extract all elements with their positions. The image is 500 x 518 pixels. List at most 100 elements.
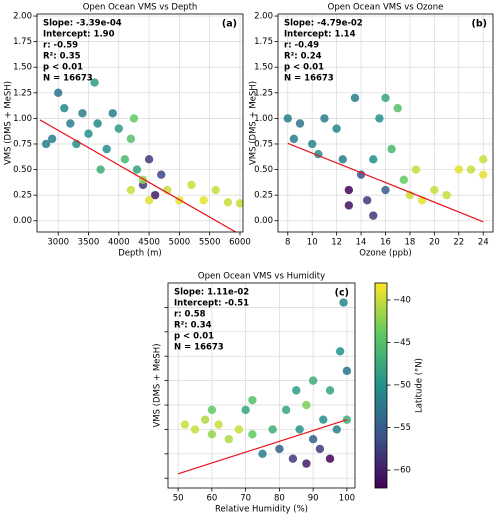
fit-line — [39, 119, 237, 232]
x-tick-label: 10 — [307, 238, 318, 248]
point — [292, 386, 301, 395]
point — [308, 434, 318, 444]
point — [281, 405, 291, 415]
stat-annotation: Slope: -3.39e-04 — [43, 19, 122, 29]
plot-frame — [167, 282, 356, 489]
point — [393, 103, 402, 113]
y-tick-label: 1.50 — [13, 63, 32, 73]
fit-line — [177, 419, 348, 475]
stat-annotation: N = 16673 — [43, 74, 93, 84]
x-tick-label: 90 — [308, 494, 319, 504]
point — [283, 114, 292, 123]
x-tick-label: 22 — [453, 238, 464, 248]
stat-annotation: r: -0.59 — [43, 41, 78, 51]
point — [248, 395, 257, 405]
panel-label: (a) — [222, 19, 237, 30]
point — [342, 366, 352, 376]
panel-label: (c) — [335, 288, 349, 299]
point — [144, 155, 154, 164]
point — [479, 170, 488, 179]
colorbar-tick-label: −60 — [393, 466, 411, 476]
point — [381, 93, 390, 103]
point — [187, 180, 196, 190]
point — [375, 114, 384, 123]
y-axis-label: VMS (DMS + MeSH) — [153, 343, 163, 427]
x-tick-label: 8 — [285, 238, 290, 248]
point — [295, 119, 305, 128]
point — [430, 185, 439, 195]
x-axis-label: Relative Humidity (%) — [215, 505, 308, 515]
point — [399, 175, 409, 185]
x-axis-label: Depth (m) — [118, 249, 162, 259]
point — [150, 190, 160, 200]
colorbar-tick-label: −40 — [393, 296, 411, 306]
point — [223, 198, 233, 207]
point — [369, 211, 378, 220]
point — [129, 114, 139, 123]
point — [332, 124, 341, 133]
point — [344, 201, 354, 210]
point — [442, 190, 451, 200]
y-tick-label: 0.00 — [254, 216, 273, 226]
x-tick-label: 70 — [240, 494, 251, 504]
point — [60, 103, 69, 113]
point — [207, 405, 217, 415]
x-tick-label: 6000 — [229, 238, 251, 248]
point — [66, 119, 75, 128]
y-tick-label: 0.75 — [254, 139, 273, 149]
x-tick-label: 80 — [274, 494, 285, 504]
stat-annotation: p < 0.01 — [284, 63, 324, 73]
point — [319, 415, 328, 424]
y-tick-label: 1.00 — [13, 114, 32, 124]
y-tick-label: 2.00 — [254, 12, 273, 22]
chart-title: Open Ocean VMS vs Depth — [83, 3, 198, 13]
stat-annotation: Slope: 1.11e-02 — [174, 288, 249, 298]
stat-annotation: Intercept: 1.90 — [43, 30, 115, 40]
point — [308, 376, 318, 385]
x-tick-label: 18 — [405, 238, 416, 248]
points — [39, 78, 243, 232]
point — [332, 425, 341, 434]
point — [338, 155, 347, 164]
stat-annotation: R²: 0.35 — [43, 52, 81, 62]
point — [41, 139, 51, 149]
x-tick-label: 50 — [173, 494, 184, 504]
fit-line — [287, 142, 484, 223]
stat-annotation: R²: 0.24 — [284, 52, 322, 62]
point — [350, 93, 360, 103]
point — [454, 165, 463, 174]
point — [344, 185, 354, 195]
colorbar-label: Latitude (°N) — [415, 358, 425, 413]
point — [47, 134, 57, 144]
y-tick-label: 1.00 — [254, 114, 273, 124]
point — [325, 454, 335, 463]
colorbar-tick-label: −45 — [393, 338, 411, 348]
point — [200, 415, 210, 424]
panel-label: (b) — [472, 19, 487, 30]
stat-annotation: Intercept: 1.14 — [284, 30, 356, 40]
y-tick-label: 1.25 — [254, 88, 273, 98]
x-tick-label: 5000 — [169, 238, 191, 248]
point — [411, 165, 421, 174]
y-tick-label: 0.75 — [13, 139, 32, 149]
plot-frame — [277, 13, 494, 233]
y-tick-label: 0.25 — [254, 191, 273, 201]
stat-annotation: p < 0.01 — [43, 63, 83, 73]
point — [114, 124, 123, 133]
point — [211, 185, 220, 195]
y-axis-label: VMS (DMS + MeSH) — [4, 81, 14, 165]
point — [144, 196, 154, 205]
points — [177, 298, 352, 475]
point — [96, 165, 105, 174]
point — [180, 420, 190, 429]
x-axis-label: Ozone (ppb) — [359, 249, 412, 259]
stat-annotation: p < 0.01 — [174, 332, 214, 342]
point — [54, 88, 63, 98]
point — [207, 430, 217, 439]
point — [268, 425, 277, 434]
chart-title: Open Ocean VMS vs Humidity — [198, 272, 325, 282]
y-tick-label: 0.50 — [13, 165, 32, 175]
point — [78, 109, 87, 118]
stat-annotation: Slope: -4.79e-02 — [284, 19, 363, 29]
